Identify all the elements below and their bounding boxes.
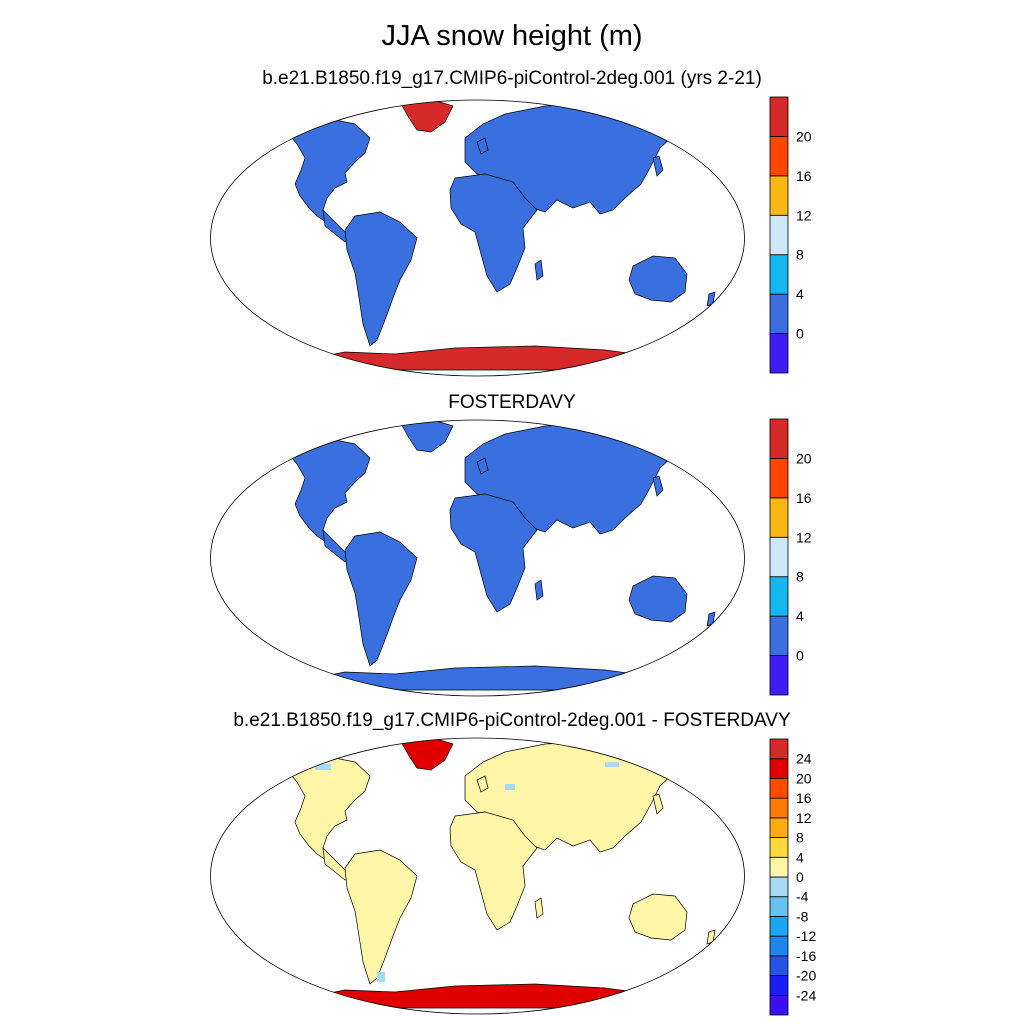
colorbar-case: 0 4 8 12 16 20 — [769, 96, 812, 374]
colorbar-tick-label: 8 — [796, 569, 804, 585]
colorbar-tick-label: 4 — [796, 849, 804, 865]
map-outline — [210, 737, 745, 1015]
colorbar-ref: 0 4 8 12 16 20 — [769, 418, 812, 696]
japan-landmass — [652, 475, 664, 497]
colorbar-swatch — [769, 837, 789, 858]
colorbar-swatch — [769, 214, 789, 256]
panel-1-title: b.e21.B1850.f19_g17.CMIP6-piControl-2deg… — [262, 68, 762, 89]
japan-landmass — [652, 793, 664, 815]
colorbar-tick-label: 16 — [796, 168, 812, 184]
colorbar-tick-label: -8 — [796, 908, 809, 924]
colorbar-tick-label: 24 — [796, 751, 812, 767]
south-america-landmass — [344, 849, 418, 985]
panel-3-title: b.e21.B1850.f19_g17.CMIP6-piControl-2deg… — [233, 710, 791, 731]
north-america-landmass — [276, 757, 371, 863]
colorbar-swatch — [769, 916, 789, 937]
britain-landmass — [476, 457, 489, 475]
south-america-landmass — [344, 211, 418, 347]
colorbar-swatch — [769, 333, 789, 374]
colorbar-swatch — [769, 935, 789, 957]
map-panel-ref — [210, 419, 745, 697]
africa-landmass — [449, 173, 538, 293]
colorbar-tick-label: 4 — [796, 286, 804, 302]
colorbar-tick-label: 16 — [796, 490, 812, 506]
colorbar-tick-label: 16 — [796, 790, 812, 806]
colorbar-swatch — [769, 458, 789, 499]
colorbar-swatch — [769, 576, 789, 617]
colorbar-swatch — [769, 175, 789, 216]
colorbar-tick-label: -24 — [796, 987, 816, 1003]
madagascar-landmass — [534, 897, 544, 919]
colorbar-swatch — [769, 293, 789, 334]
colorbar-swatch — [769, 615, 789, 656]
panel-2-title: FOSTERDAVY — [448, 392, 576, 413]
australia-landmass — [628, 255, 688, 303]
britain-landmass — [476, 775, 489, 793]
colorbar-tick-label: 20 — [796, 128, 812, 144]
colorbar-tick-label: -16 — [796, 948, 816, 964]
map-outline — [210, 419, 745, 697]
colorbar-swatch — [769, 738, 789, 760]
colorbar-tick-label: 0 — [796, 648, 804, 664]
australia-landmass — [628, 575, 688, 623]
north-america-landmass — [276, 439, 371, 545]
colorbar-tick-label: 0 — [796, 869, 804, 885]
colorbar-swatch — [769, 797, 789, 819]
colorbar-swatch — [769, 778, 789, 799]
colorbar-tick-label: 12 — [796, 810, 812, 826]
colorbar-tick-label: 12 — [796, 207, 812, 223]
north-america-landmass — [276, 119, 371, 225]
negative-anomaly-patch — [605, 762, 619, 767]
colorbar-swatch — [769, 876, 789, 898]
colorbar-swatch — [769, 817, 789, 838]
colorbar-swatch — [769, 758, 789, 779]
colorbar-swatch — [769, 896, 789, 917]
colorbar-swatch — [769, 136, 789, 177]
colorbar-tick-label: 8 — [796, 830, 804, 846]
madagascar-landmass — [534, 579, 544, 601]
negative-anomaly-patch — [505, 784, 515, 790]
antarctica-landmass — [304, 983, 652, 1009]
africa-landmass — [449, 493, 538, 613]
map-panel-case — [210, 99, 745, 377]
colorbar-swatch — [769, 856, 789, 878]
map-outline — [210, 99, 745, 377]
colorbar-diff: -24 -20 -16 -12 -8 -4 0 4 8 12 16 20 24 — [769, 738, 816, 1016]
colorbar-swatch — [769, 655, 789, 696]
colorbar-swatch — [769, 254, 789, 295]
colorbar-tick-label: 20 — [796, 450, 812, 466]
antarctica-landmass — [304, 345, 652, 371]
colorbar-swatch — [769, 96, 789, 137]
colorbar-tick-label: 20 — [796, 770, 812, 786]
colorbar-swatch — [769, 994, 789, 1016]
negative-anomaly-patch — [315, 764, 331, 770]
colorbar-tick-label: -20 — [796, 968, 816, 984]
colorbar-swatch — [769, 955, 789, 976]
madagascar-landmass — [534, 259, 544, 281]
colorbar-tick-label: -12 — [796, 928, 816, 944]
britain-landmass — [476, 137, 489, 155]
africa-landmass — [449, 811, 538, 931]
colorbar-swatch — [769, 975, 789, 996]
figure-title: JJA snow height (m) — [381, 20, 643, 52]
colorbar-swatch — [769, 497, 789, 538]
south-america-landmass — [344, 531, 418, 667]
colorbar-tick-label: -4 — [796, 889, 809, 905]
colorbar-tick-label: 8 — [796, 247, 804, 263]
colorbar-swatch — [769, 536, 789, 578]
antarctica-landmass — [304, 665, 652, 691]
map-panel-diff — [210, 737, 745, 1015]
colorbar-tick-label: 12 — [796, 529, 812, 545]
colorbar-swatch — [769, 418, 789, 459]
colorbar-tick-label: 4 — [796, 608, 804, 624]
australia-landmass — [628, 893, 688, 941]
negative-anomaly-patch — [377, 972, 385, 982]
colorbar-tick-label: 0 — [796, 326, 804, 342]
japan-landmass — [652, 155, 664, 177]
